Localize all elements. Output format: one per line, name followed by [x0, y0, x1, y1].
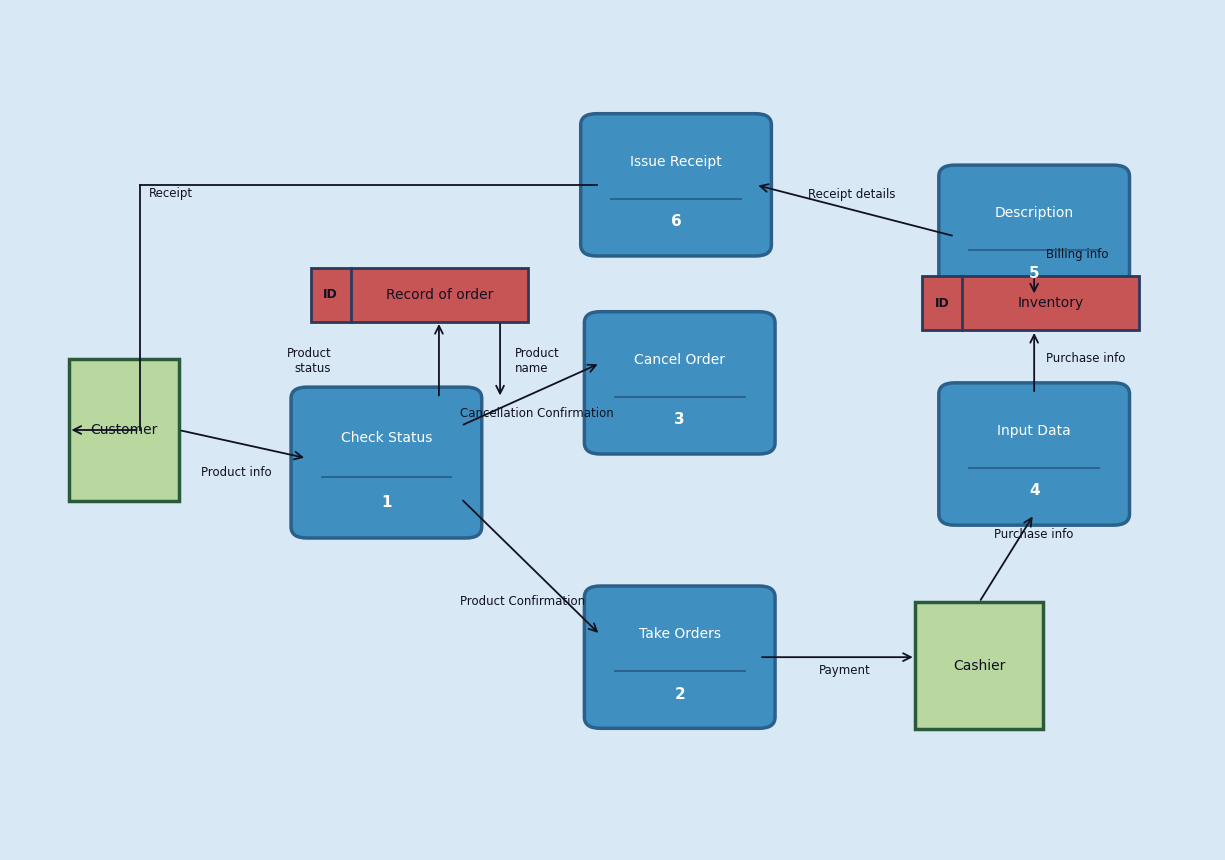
Bar — [311, 267, 528, 322]
Text: 6: 6 — [670, 214, 681, 230]
Text: Input Data: Input Data — [997, 424, 1071, 438]
Text: Payment: Payment — [820, 665, 871, 678]
Text: Product
status: Product status — [287, 347, 332, 375]
Text: ID: ID — [323, 288, 338, 301]
Text: Description: Description — [995, 206, 1074, 220]
Text: Purchase info: Purchase info — [993, 528, 1073, 541]
Text: Purchase info: Purchase info — [1046, 353, 1126, 366]
Text: 4: 4 — [1029, 483, 1040, 499]
FancyBboxPatch shape — [584, 586, 775, 728]
Text: Billing info: Billing info — [1046, 248, 1109, 261]
Text: Receipt details: Receipt details — [808, 187, 895, 200]
Text: Product Confirmation: Product Confirmation — [459, 595, 584, 608]
Bar — [69, 359, 179, 501]
Text: ID: ID — [935, 297, 949, 310]
Text: Product
name: Product name — [514, 347, 560, 375]
Text: Receipt: Receipt — [149, 187, 194, 200]
Text: Issue Receipt: Issue Receipt — [630, 155, 722, 169]
Text: 3: 3 — [675, 412, 685, 427]
Text: 1: 1 — [381, 494, 392, 510]
Bar — [921, 276, 1139, 330]
Text: Customer: Customer — [89, 423, 157, 437]
Text: Cancellation Confirmation: Cancellation Confirmation — [459, 408, 614, 421]
Text: Take Orders: Take Orders — [638, 627, 720, 641]
FancyBboxPatch shape — [938, 165, 1129, 307]
FancyBboxPatch shape — [938, 383, 1129, 525]
Text: Cancel Order: Cancel Order — [635, 353, 725, 366]
Text: 5: 5 — [1029, 266, 1040, 280]
Bar — [915, 602, 1044, 729]
Text: Cashier: Cashier — [953, 659, 1006, 673]
FancyBboxPatch shape — [581, 114, 772, 256]
FancyBboxPatch shape — [292, 387, 481, 538]
FancyBboxPatch shape — [584, 311, 775, 454]
Text: Inventory: Inventory — [1018, 296, 1084, 310]
Text: 2: 2 — [674, 686, 685, 702]
Text: Product info: Product info — [201, 466, 271, 479]
Text: Record of order: Record of order — [386, 287, 494, 302]
Text: Check Status: Check Status — [341, 431, 432, 445]
